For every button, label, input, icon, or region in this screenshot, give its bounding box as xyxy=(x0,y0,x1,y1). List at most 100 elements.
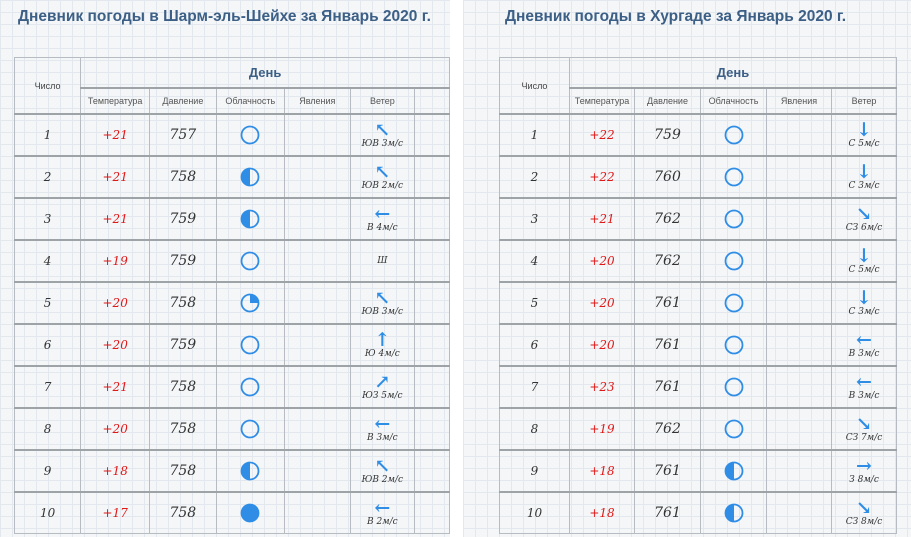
table-row: 10 +18 761 ↘ СЗ 8м/с xyxy=(499,491,897,534)
phenomena-cell xyxy=(283,491,351,534)
phenomena-cell xyxy=(283,407,351,451)
temperature-value: +18 xyxy=(80,449,151,493)
cloudiness-cell xyxy=(700,407,767,451)
temperature-value: +23 xyxy=(569,365,635,409)
temperature-value: +20 xyxy=(80,323,151,367)
pressure-value: 761 xyxy=(634,281,701,325)
wind-label: СЗ 6м/с xyxy=(845,223,883,233)
table-row: 2 +22 760 ↓ С 3м/с xyxy=(499,155,897,199)
page-title: Дневник погоды в Шарм-эль-Шейхе за Январ… xyxy=(18,8,431,25)
wind-label: ЮВ 3м/с xyxy=(361,307,404,317)
clear-circle-icon xyxy=(724,209,744,229)
extra-cell xyxy=(413,113,450,157)
phenomena-cell xyxy=(283,197,351,241)
wind-cell: ↘ СЗ 8м/с xyxy=(831,491,897,534)
phenomena-cell xyxy=(766,491,832,534)
temperature-value: +19 xyxy=(80,239,151,283)
pressure-value: 761 xyxy=(634,491,701,534)
extra-cell xyxy=(413,281,450,325)
arrow-down-right-icon: ↘ xyxy=(856,413,872,435)
phenomena-cell xyxy=(766,155,832,199)
extra-cell xyxy=(413,491,450,534)
temperature-value: +18 xyxy=(569,491,635,534)
phenomena-cell xyxy=(283,365,351,409)
table-row: 8 +20 758 ← В 3м/с xyxy=(13,407,450,451)
clear-circle-icon xyxy=(240,419,260,439)
extra-cell xyxy=(413,365,450,409)
day-number: 8 xyxy=(499,407,570,451)
cloudiness-cell xyxy=(700,113,767,157)
arrow-down-icon: ↓ xyxy=(856,245,872,267)
wind-cell: ← В 3м/с xyxy=(831,365,897,409)
day-number: 1 xyxy=(499,113,570,157)
table-row: 1 +21 757 ↖ ЮВ 3м/с xyxy=(13,113,450,157)
clear-circle-icon xyxy=(240,335,260,355)
day-number: 2 xyxy=(13,155,82,199)
phenomena-cell xyxy=(766,407,832,451)
clear-circle-icon xyxy=(724,167,744,187)
arrow-up-icon: ↑ xyxy=(374,329,391,351)
table-row: 10 +17 758 ← В 2м/с xyxy=(13,491,450,534)
day-number: 4 xyxy=(13,239,82,283)
half-cloud-icon xyxy=(240,461,260,481)
temperature-value: +17 xyxy=(80,491,151,534)
pressure-value: 762 xyxy=(634,197,701,241)
pressure-value: 762 xyxy=(634,239,701,283)
table-row: 1 +22 759 ↓ С 5м/с xyxy=(499,113,897,157)
clear-circle-icon xyxy=(724,335,744,355)
wind-cell: ↗ ЮЗ 5м/с xyxy=(349,365,415,409)
wind-cell: ↖ ЮВ 3м/с xyxy=(349,281,415,325)
cloudiness-cell xyxy=(215,239,285,283)
table-row: 2 +21 758 ↖ ЮВ 2м/с xyxy=(13,155,450,199)
cloudiness-cell xyxy=(215,491,285,534)
clear-circle-icon xyxy=(240,377,260,397)
clear-circle-icon xyxy=(724,293,744,313)
table-row: 9 +18 761 → З 8м/с xyxy=(499,449,897,493)
cloudiness-cell xyxy=(215,155,285,199)
quarter-cloud-icon xyxy=(240,293,260,313)
arrow-down-right-icon: ↘ xyxy=(856,203,872,225)
phenomena-cell xyxy=(283,113,351,157)
day-number: 6 xyxy=(13,323,82,367)
pressure-value: 761 xyxy=(634,449,701,493)
temperature-value: +20 xyxy=(569,323,635,367)
day-number: 8 xyxy=(13,407,82,451)
phenomena-cell xyxy=(766,239,832,283)
table-row: 8 +19 762 ↘ СЗ 7м/с xyxy=(499,407,897,451)
table-row: 3 +21 762 ↘ СЗ 6м/с xyxy=(499,197,897,241)
temperature-value: +21 xyxy=(80,113,151,157)
phenomena-cell xyxy=(766,323,832,367)
pressure-value: 762 xyxy=(634,407,701,451)
cloudiness-cell xyxy=(215,197,285,241)
pressure-value: 757 xyxy=(149,113,217,157)
day-number: 2 xyxy=(499,155,570,199)
header-phenomena: Явления xyxy=(766,87,832,115)
weather-table: Число День Температура Давление Облачнос… xyxy=(13,57,450,534)
extra-cell xyxy=(413,323,450,367)
day-number: 5 xyxy=(499,281,570,325)
pressure-value: 758 xyxy=(149,281,217,325)
day-number: 7 xyxy=(13,365,82,409)
table-row: 4 +20 762 ↓ С 5м/с xyxy=(499,239,897,283)
half-cloud-icon xyxy=(724,503,744,523)
wind-cell: ↘ СЗ 7м/с xyxy=(831,407,897,451)
wind-label: В 3м/с xyxy=(848,349,880,359)
wind-cell: ↓ С 5м/с xyxy=(831,113,897,157)
wind-label: ЮВ 2м/с xyxy=(361,475,404,485)
header-wind: Ветер xyxy=(349,87,415,115)
wind-label: ЮВ 3м/с xyxy=(361,139,404,149)
header-extra xyxy=(413,87,450,115)
cloudiness-cell xyxy=(700,323,767,367)
wind-label: В 3м/с xyxy=(366,433,398,443)
wind-label: Ю 4м/с xyxy=(364,349,400,359)
cloudiness-cell xyxy=(700,491,767,534)
wind-cell: ← В 2м/с xyxy=(349,491,415,534)
table-body: 1 +22 759 ↓ С 5м/с 2 +22 760 ↓ С 3м/с 3 +21 762 ↘ СЗ 6… xyxy=(499,113,897,534)
wind-label: З 8м/с xyxy=(849,475,879,485)
phenomena-cell xyxy=(766,197,832,241)
cloudiness-cell xyxy=(700,281,767,325)
wind-cell: ↖ ЮВ 2м/с xyxy=(349,155,415,199)
day-number: 3 xyxy=(499,197,570,241)
table-row: 7 +21 758 ↗ ЮЗ 5м/с xyxy=(13,365,450,409)
header-number: Число xyxy=(13,57,82,115)
